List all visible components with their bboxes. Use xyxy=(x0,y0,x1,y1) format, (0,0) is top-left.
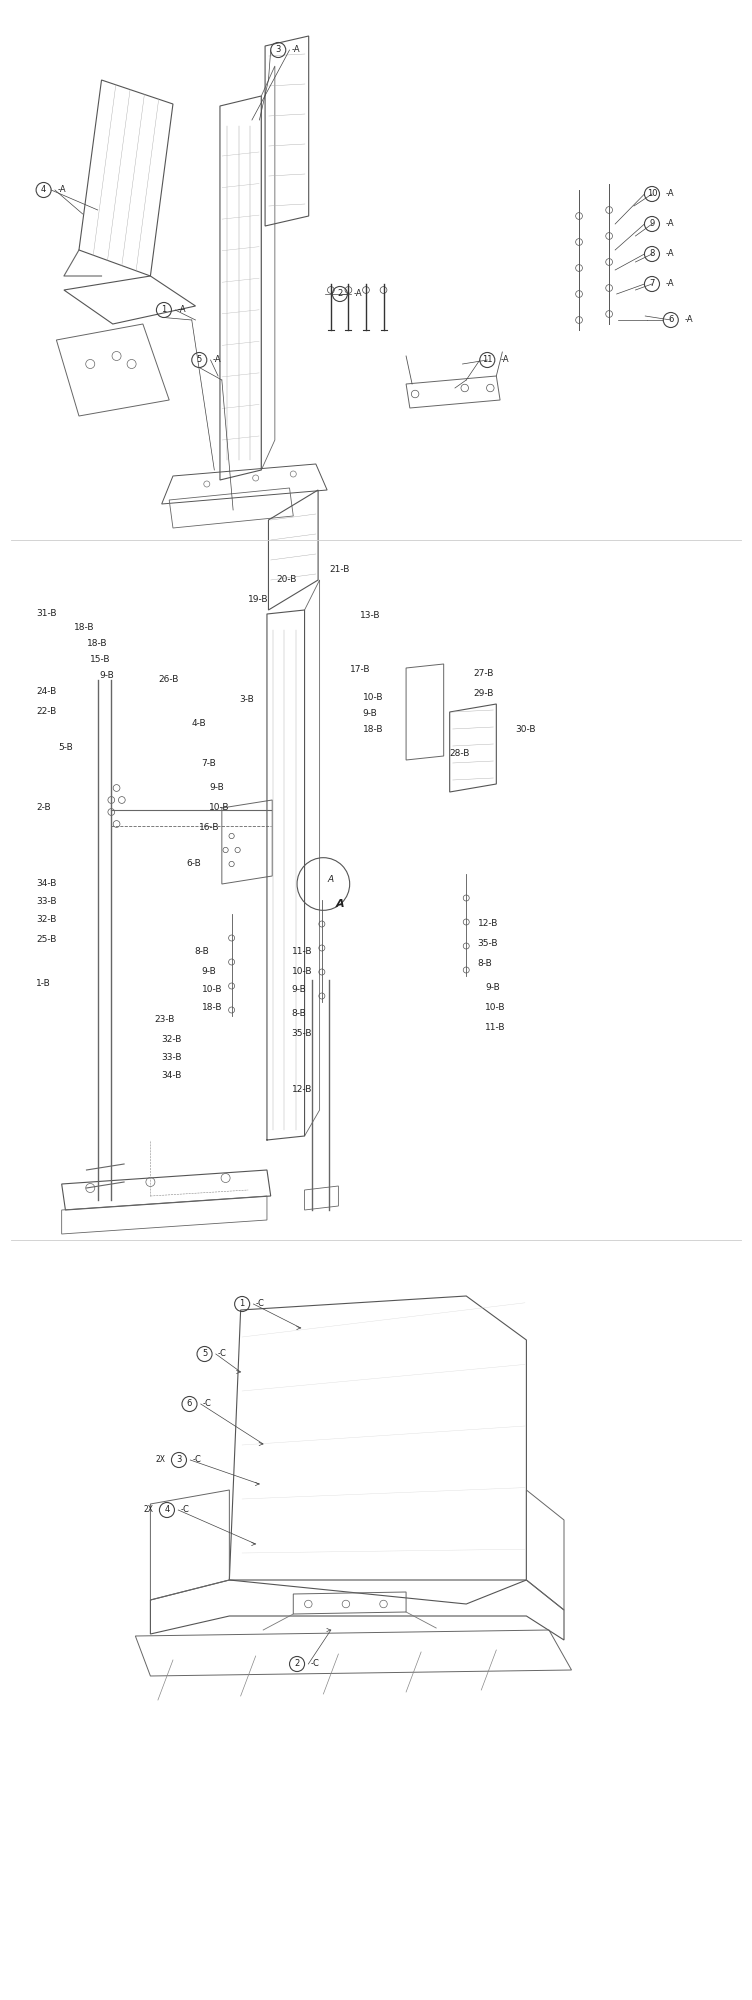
Text: 9-B: 9-B xyxy=(292,986,307,994)
Text: 5-B: 5-B xyxy=(59,744,74,752)
Text: 4-B: 4-B xyxy=(192,720,206,728)
Text: -A: -A xyxy=(501,356,509,364)
Text: 11-B: 11-B xyxy=(485,1024,505,1032)
Text: 6-B: 6-B xyxy=(186,860,202,868)
Text: 10-B: 10-B xyxy=(292,968,312,976)
Text: -A: -A xyxy=(666,190,674,198)
Text: -C: -C xyxy=(203,1400,212,1408)
Text: 33-B: 33-B xyxy=(36,898,56,906)
Text: 6: 6 xyxy=(186,1400,193,1408)
Text: 9: 9 xyxy=(650,220,654,228)
Text: 24-B: 24-B xyxy=(36,688,56,696)
Text: 23-B: 23-B xyxy=(154,1016,174,1024)
Text: -C: -C xyxy=(180,1506,190,1514)
Text: A: A xyxy=(327,876,333,884)
Text: 2: 2 xyxy=(338,290,342,298)
Text: 2: 2 xyxy=(295,1660,299,1668)
Text: -C: -C xyxy=(256,1300,265,1308)
Text: 18-B: 18-B xyxy=(86,640,107,648)
Text: 16-B: 16-B xyxy=(199,824,220,832)
Text: 22-B: 22-B xyxy=(36,708,56,716)
Text: 2X: 2X xyxy=(144,1506,153,1514)
Text: 35-B: 35-B xyxy=(478,940,498,948)
Text: -A: -A xyxy=(57,186,65,194)
Text: 18-B: 18-B xyxy=(362,726,383,734)
Text: 13-B: 13-B xyxy=(359,612,380,620)
Text: 11-B: 11-B xyxy=(292,948,312,956)
Text: 1-B: 1-B xyxy=(36,980,51,988)
Text: 25-B: 25-B xyxy=(36,936,56,944)
Text: 10-B: 10-B xyxy=(362,694,383,702)
Text: -A: -A xyxy=(684,316,693,324)
Text: 4: 4 xyxy=(165,1506,169,1514)
Text: 7-B: 7-B xyxy=(202,760,217,768)
Text: -A: -A xyxy=(292,46,300,54)
Text: 18-B: 18-B xyxy=(202,1004,222,1012)
Text: 30-B: 30-B xyxy=(515,726,535,734)
Text: 32-B: 32-B xyxy=(162,1036,182,1044)
Text: 10-B: 10-B xyxy=(485,1004,505,1012)
Text: 35-B: 35-B xyxy=(292,1030,312,1038)
Text: 9-B: 9-B xyxy=(202,968,217,976)
Text: -C: -C xyxy=(311,1660,320,1668)
Text: 29-B: 29-B xyxy=(474,690,494,698)
Text: -A: -A xyxy=(213,356,221,364)
Text: -A: -A xyxy=(666,280,674,288)
Text: 6: 6 xyxy=(668,316,674,324)
Text: 1: 1 xyxy=(162,306,166,314)
Text: 2-B: 2-B xyxy=(36,804,50,812)
Text: 33-B: 33-B xyxy=(162,1054,182,1062)
Text: -A: -A xyxy=(353,290,362,298)
Text: 5: 5 xyxy=(202,1350,207,1358)
Text: 32-B: 32-B xyxy=(36,916,56,924)
Text: -C: -C xyxy=(193,1456,202,1464)
Text: 9-B: 9-B xyxy=(209,784,224,792)
Text: 31-B: 31-B xyxy=(36,610,56,618)
Text: A: A xyxy=(335,900,344,908)
Text: 21-B: 21-B xyxy=(329,566,350,574)
Text: 3-B: 3-B xyxy=(239,696,254,704)
Text: 9-B: 9-B xyxy=(362,710,378,718)
Text: 8: 8 xyxy=(649,250,655,258)
Text: 1: 1 xyxy=(240,1300,244,1308)
Text: 4: 4 xyxy=(41,186,46,194)
Text: 26-B: 26-B xyxy=(158,676,178,684)
Text: 5: 5 xyxy=(197,356,202,364)
Text: -A: -A xyxy=(666,220,674,228)
Text: 27-B: 27-B xyxy=(474,670,494,678)
Text: 10-B: 10-B xyxy=(202,986,222,994)
Text: 19-B: 19-B xyxy=(248,596,268,604)
Text: 9-B: 9-B xyxy=(485,984,500,992)
Text: 17-B: 17-B xyxy=(350,666,370,674)
Text: 20-B: 20-B xyxy=(277,576,297,584)
Text: 2X: 2X xyxy=(156,1456,165,1464)
Text: 15-B: 15-B xyxy=(90,656,111,664)
Text: 34-B: 34-B xyxy=(162,1072,182,1080)
Text: -A: -A xyxy=(666,250,674,258)
Text: -A: -A xyxy=(177,306,186,314)
Text: 34-B: 34-B xyxy=(36,880,56,888)
Text: 9-B: 9-B xyxy=(99,672,114,680)
Text: 10-B: 10-B xyxy=(209,804,229,812)
Text: 8-B: 8-B xyxy=(478,960,493,968)
Text: 11: 11 xyxy=(482,356,493,364)
Text: 7: 7 xyxy=(649,280,655,288)
Text: 12-B: 12-B xyxy=(478,920,498,928)
Text: 28-B: 28-B xyxy=(450,750,470,758)
Text: 18-B: 18-B xyxy=(74,624,94,632)
Text: -C: -C xyxy=(218,1350,227,1358)
Text: 12-B: 12-B xyxy=(292,1086,312,1094)
Text: 8-B: 8-B xyxy=(194,948,209,956)
Text: 3: 3 xyxy=(176,1456,182,1464)
Text: 10: 10 xyxy=(647,190,657,198)
Text: 3: 3 xyxy=(275,46,281,54)
Text: 8-B: 8-B xyxy=(292,1010,307,1018)
